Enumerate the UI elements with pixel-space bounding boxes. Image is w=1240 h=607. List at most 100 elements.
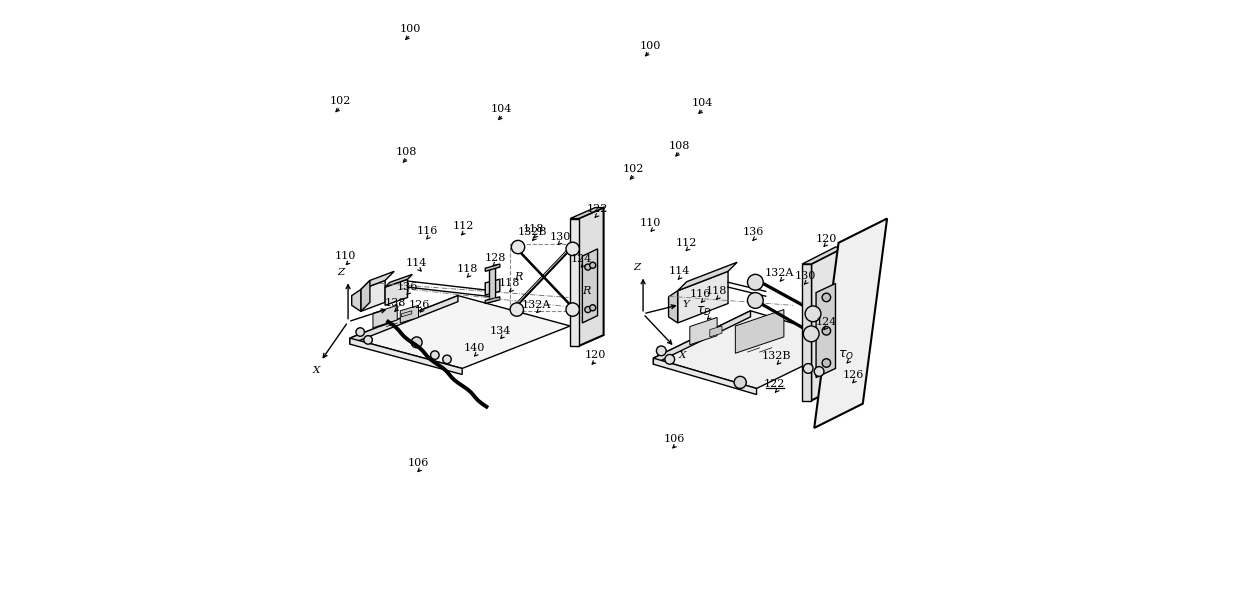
Circle shape <box>511 240 525 254</box>
Text: 138: 138 <box>384 299 405 308</box>
Polygon shape <box>485 297 500 304</box>
Circle shape <box>585 307 591 313</box>
Circle shape <box>665 354 675 364</box>
Text: 128: 128 <box>485 253 506 263</box>
Text: 112: 112 <box>453 221 474 231</box>
Polygon shape <box>485 264 500 271</box>
Circle shape <box>805 306 821 322</box>
Text: 108: 108 <box>396 147 417 157</box>
Text: 124: 124 <box>816 317 837 327</box>
Text: 134: 134 <box>490 326 511 336</box>
Polygon shape <box>653 358 756 395</box>
Text: 112: 112 <box>676 238 697 248</box>
Polygon shape <box>668 291 678 323</box>
Polygon shape <box>583 249 598 323</box>
Text: 104: 104 <box>691 98 713 108</box>
Circle shape <box>565 242 579 256</box>
Text: 118: 118 <box>498 279 521 288</box>
Text: 104: 104 <box>491 104 512 114</box>
Circle shape <box>510 303 523 316</box>
Polygon shape <box>816 283 836 378</box>
Polygon shape <box>485 279 500 295</box>
Circle shape <box>356 328 365 336</box>
Polygon shape <box>802 247 844 264</box>
Text: 102: 102 <box>330 97 351 106</box>
Polygon shape <box>653 311 750 364</box>
Polygon shape <box>373 305 397 328</box>
Circle shape <box>412 337 422 348</box>
Polygon shape <box>350 338 463 375</box>
Polygon shape <box>361 280 370 311</box>
Circle shape <box>815 367 823 376</box>
Polygon shape <box>361 280 386 311</box>
Circle shape <box>734 376 746 388</box>
Text: 126: 126 <box>843 370 864 379</box>
Text: 122: 122 <box>587 205 609 214</box>
Text: Z: Z <box>337 268 345 277</box>
Circle shape <box>748 293 764 308</box>
Polygon shape <box>386 274 413 287</box>
Polygon shape <box>570 219 579 346</box>
Circle shape <box>443 355 451 364</box>
Text: 114: 114 <box>405 258 428 268</box>
Text: $\tau_O$: $\tau_O$ <box>838 348 854 362</box>
Text: 130: 130 <box>549 232 572 242</box>
Text: 136: 136 <box>743 228 764 237</box>
Text: 108: 108 <box>668 141 691 151</box>
Circle shape <box>748 274 764 290</box>
Text: 140: 140 <box>464 343 485 353</box>
Text: 120: 120 <box>816 234 837 243</box>
Text: 110: 110 <box>640 219 661 228</box>
Text: R: R <box>513 273 522 282</box>
Polygon shape <box>386 279 408 305</box>
Circle shape <box>590 262 595 268</box>
Text: 118: 118 <box>706 287 727 296</box>
Circle shape <box>585 264 591 270</box>
Circle shape <box>430 351 439 359</box>
Text: R: R <box>583 287 590 296</box>
Circle shape <box>822 293 831 302</box>
Text: 100: 100 <box>640 41 661 50</box>
Text: 132A: 132A <box>522 300 551 310</box>
Polygon shape <box>401 305 418 323</box>
Text: 118: 118 <box>456 264 477 274</box>
Text: 116: 116 <box>417 226 438 236</box>
Polygon shape <box>402 311 412 317</box>
Polygon shape <box>689 317 717 345</box>
Text: X: X <box>678 351 686 361</box>
Polygon shape <box>352 290 361 311</box>
Text: 122: 122 <box>764 379 785 389</box>
Text: 114: 114 <box>668 266 691 276</box>
Text: 120: 120 <box>585 350 606 360</box>
Circle shape <box>590 305 595 311</box>
Text: Z: Z <box>634 263 641 272</box>
Circle shape <box>822 327 831 335</box>
Text: 106: 106 <box>663 434 686 444</box>
Polygon shape <box>570 208 604 219</box>
Text: 132B: 132B <box>761 351 791 361</box>
Text: 118: 118 <box>523 225 544 234</box>
Polygon shape <box>350 296 458 344</box>
Polygon shape <box>811 247 844 401</box>
Polygon shape <box>361 271 394 290</box>
Text: 116: 116 <box>689 290 712 299</box>
Circle shape <box>822 359 831 367</box>
Text: 100: 100 <box>399 24 422 34</box>
Polygon shape <box>815 219 887 428</box>
Text: 124: 124 <box>572 254 593 264</box>
Text: 126: 126 <box>409 300 430 310</box>
Text: 132B: 132B <box>517 228 547 237</box>
Polygon shape <box>579 208 604 346</box>
Polygon shape <box>678 271 728 323</box>
Text: Y: Y <box>682 300 689 309</box>
Polygon shape <box>490 267 496 302</box>
Circle shape <box>363 336 372 344</box>
Polygon shape <box>709 326 722 337</box>
Circle shape <box>804 326 820 342</box>
Circle shape <box>804 364 813 373</box>
Circle shape <box>656 346 666 356</box>
Text: $\tau_D$: $\tau_D$ <box>696 305 712 318</box>
Text: 110: 110 <box>335 251 356 261</box>
Text: 136: 136 <box>397 282 418 291</box>
Text: Y: Y <box>393 304 401 313</box>
